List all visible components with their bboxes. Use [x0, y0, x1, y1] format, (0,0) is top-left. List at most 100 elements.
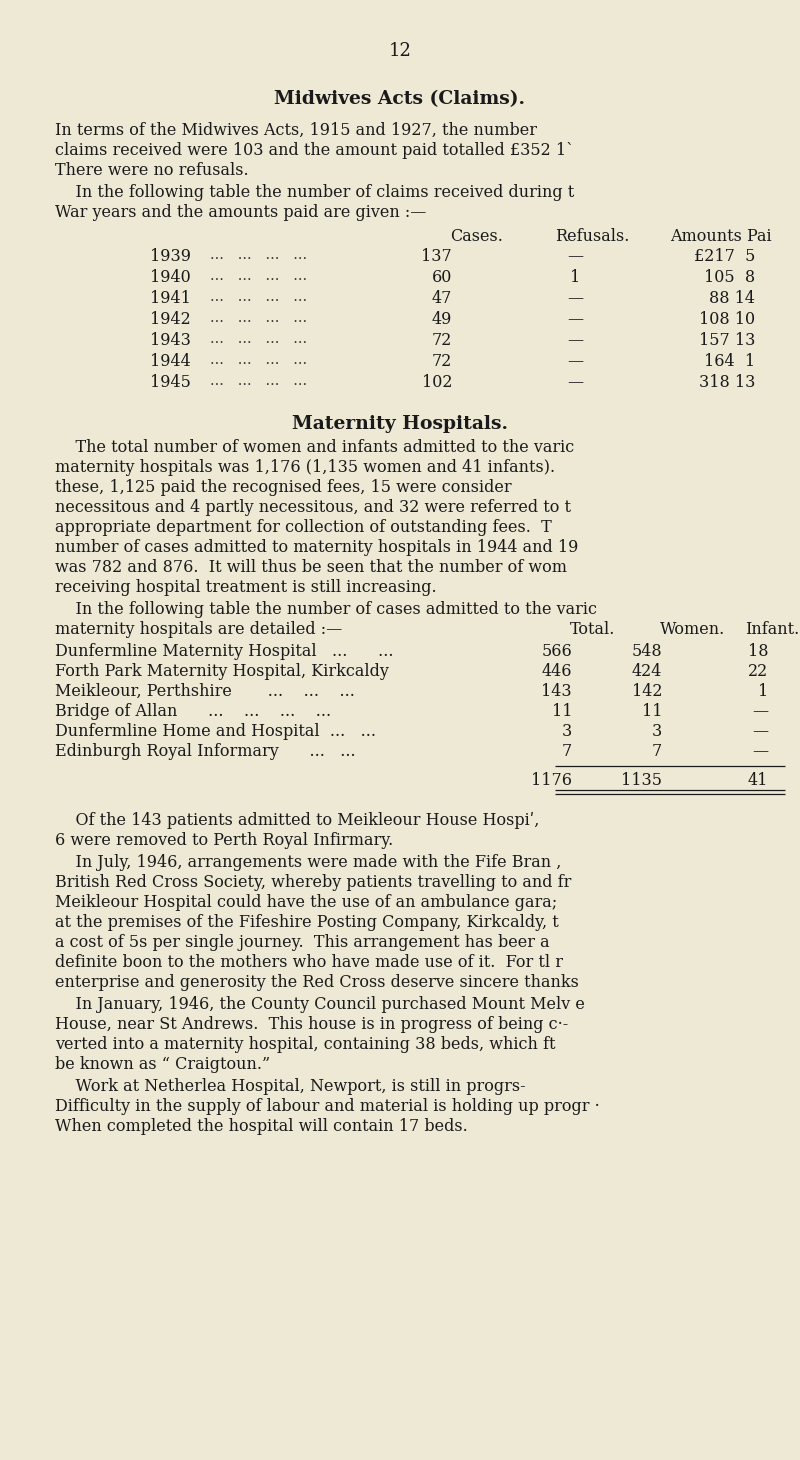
Text: 11: 11 [642, 704, 662, 720]
Text: 1942: 1942 [150, 311, 190, 329]
Text: these, 1,125 paid the recognised fees, 15 were consider: these, 1,125 paid the recognised fees, 1… [55, 479, 512, 496]
Text: When completed the hospital will contain 17 beds.: When completed the hospital will contain… [55, 1118, 468, 1134]
Text: 1: 1 [758, 683, 768, 699]
Text: 18: 18 [747, 642, 768, 660]
Text: 137: 137 [422, 248, 452, 266]
Text: Cases.: Cases. [450, 228, 503, 245]
Text: 6 were removed to Perth Royal Infirmary.: 6 were removed to Perth Royal Infirmary. [55, 832, 394, 850]
Text: ...   ...   ...   ...: ... ... ... ... [210, 374, 307, 388]
Text: 1941: 1941 [150, 291, 191, 307]
Text: 12: 12 [389, 42, 411, 60]
Text: Maternity Hospitals.: Maternity Hospitals. [292, 415, 508, 434]
Text: Dunfermline Maternity Hospital   ...      ...: Dunfermline Maternity Hospital ... ... [55, 642, 394, 660]
Text: ...   ...   ...   ...: ... ... ... ... [210, 353, 307, 366]
Text: Infant.: Infant. [745, 620, 799, 638]
Text: ...   ...   ...   ...: ... ... ... ... [210, 331, 307, 346]
Text: There were no refusals.: There were no refusals. [55, 162, 249, 180]
Text: 143: 143 [542, 683, 572, 699]
Text: 1: 1 [570, 269, 580, 286]
Text: 3: 3 [652, 723, 662, 740]
Text: —: — [567, 353, 583, 369]
Text: In the following table the number of claims received during t: In the following table the number of cla… [55, 184, 574, 201]
Text: 108 10: 108 10 [699, 311, 755, 329]
Text: 318 13: 318 13 [698, 374, 755, 391]
Text: British Red Cross Society, whereby patients travelling to and fr: British Red Cross Society, whereby patie… [55, 875, 571, 891]
Text: The total number of women and infants admitted to the varic: The total number of women and infants ad… [55, 439, 574, 456]
Text: 424: 424 [632, 663, 662, 680]
Text: In the following table the number of cases admitted to the varic: In the following table the number of cas… [55, 602, 597, 618]
Text: 548: 548 [631, 642, 662, 660]
Text: 72: 72 [432, 331, 452, 349]
Text: 1176: 1176 [531, 772, 572, 788]
Text: was 782 and 876.  It will thus be seen that the number of wom: was 782 and 876. It will thus be seen th… [55, 559, 567, 577]
Text: verted into a maternity hospital, containing 38 beds, which ft: verted into a maternity hospital, contai… [55, 1037, 555, 1053]
Text: 1135: 1135 [621, 772, 662, 788]
Text: maternity hospitals was 1,176 (1,135 women and 41 infants).: maternity hospitals was 1,176 (1,135 wom… [55, 458, 555, 476]
Text: 7: 7 [652, 743, 662, 761]
Text: Difficulty in the supply of labour and material is holding up progr ·: Difficulty in the supply of labour and m… [55, 1098, 600, 1115]
Text: 164  1: 164 1 [704, 353, 755, 369]
Text: House, near St Andrews.  This house is in progress of being c·-: House, near St Andrews. This house is in… [55, 1016, 568, 1034]
Text: In July, 1946, arrangements were made with the Fife Bran ,: In July, 1946, arrangements were made wi… [55, 854, 562, 872]
Text: Meikleour, Perthshire       ...    ...    ...: Meikleour, Perthshire ... ... ... [55, 683, 355, 699]
Text: —: — [567, 331, 583, 349]
Text: 22: 22 [748, 663, 768, 680]
Text: Meikleour Hospital could have the use of an ambulance gara;: Meikleour Hospital could have the use of… [55, 894, 558, 911]
Text: 157 13: 157 13 [698, 331, 755, 349]
Text: 47: 47 [432, 291, 452, 307]
Text: 11: 11 [551, 704, 572, 720]
Text: 1940: 1940 [150, 269, 190, 286]
Text: Refusals.: Refusals. [555, 228, 630, 245]
Text: at the premises of the Fifeshire Posting Company, Kirkcaldy, t: at the premises of the Fifeshire Posting… [55, 914, 558, 931]
Text: Of the 143 patients admitted to Meikleour House Hospiʹ,: Of the 143 patients admitted to Meikleou… [55, 812, 539, 829]
Text: —: — [567, 291, 583, 307]
Text: ...   ...   ...   ...: ... ... ... ... [210, 248, 307, 261]
Text: Amounts Pai: Amounts Pai [670, 228, 772, 245]
Text: Midwives Acts (Claims).: Midwives Acts (Claims). [274, 91, 526, 108]
Text: —: — [752, 743, 768, 761]
Text: 1944: 1944 [150, 353, 190, 369]
Text: receiving hospital treatment is still increasing.: receiving hospital treatment is still in… [55, 580, 437, 596]
Text: necessitous and 4 partly necessitous, and 32 were referred to t: necessitous and 4 partly necessitous, an… [55, 499, 571, 515]
Text: enterprise and generosity the Red Cross deserve sincere thanks: enterprise and generosity the Red Cross … [55, 974, 579, 991]
Text: Women.: Women. [660, 620, 726, 638]
Text: Bridge of Allan      ...    ...    ...    ...: Bridge of Allan ... ... ... ... [55, 704, 331, 720]
Text: 1939: 1939 [150, 248, 191, 266]
Text: claims received were 103 and the amount paid totalled £352 1`: claims received were 103 and the amount … [55, 142, 574, 159]
Text: Work at Netherlea Hospital, Newport, is still in progrs-: Work at Netherlea Hospital, Newport, is … [55, 1077, 526, 1095]
Text: ...   ...   ...   ...: ... ... ... ... [210, 291, 307, 304]
Text: 41: 41 [748, 772, 768, 788]
Text: 60: 60 [432, 269, 452, 286]
Text: 102: 102 [422, 374, 452, 391]
Text: ...   ...   ...   ...: ... ... ... ... [210, 311, 307, 326]
Text: 566: 566 [542, 642, 572, 660]
Text: Dunfermline Home and Hospital  ...   ...: Dunfermline Home and Hospital ... ... [55, 723, 376, 740]
Text: War years and the amounts paid are given :—: War years and the amounts paid are given… [55, 204, 426, 220]
Text: —: — [567, 311, 583, 329]
Text: 446: 446 [542, 663, 572, 680]
Text: —: — [752, 723, 768, 740]
Text: 1943: 1943 [150, 331, 191, 349]
Text: In terms of the Midwives Acts, 1915 and 1927, the number: In terms of the Midwives Acts, 1915 and … [55, 123, 537, 139]
Text: 88 14: 88 14 [709, 291, 755, 307]
Text: In January, 1946, the County Council purchased Mount Melv e: In January, 1946, the County Council pur… [55, 996, 585, 1013]
Text: ...   ...   ...   ...: ... ... ... ... [210, 269, 307, 283]
Text: 142: 142 [631, 683, 662, 699]
Text: 49: 49 [432, 311, 452, 329]
Text: a cost of 5s per single journey.  This arrangement has beer a: a cost of 5s per single journey. This ar… [55, 934, 550, 950]
Text: 105  8: 105 8 [704, 269, 755, 286]
Text: 7: 7 [562, 743, 572, 761]
Text: definite boon to the mothers who have made use of it.  For tl r: definite boon to the mothers who have ma… [55, 953, 563, 971]
Text: Total.: Total. [570, 620, 615, 638]
Text: 1945: 1945 [150, 374, 191, 391]
Text: be known as “ Craigtoun.”: be known as “ Craigtoun.” [55, 1056, 270, 1073]
Text: 3: 3 [562, 723, 572, 740]
Text: £217  5: £217 5 [694, 248, 755, 266]
Text: —: — [567, 248, 583, 266]
Text: Edinburgh Royal Informary      ...   ...: Edinburgh Royal Informary ... ... [55, 743, 356, 761]
Text: 72: 72 [432, 353, 452, 369]
Text: —: — [752, 704, 768, 720]
Text: —: — [567, 374, 583, 391]
Text: number of cases admitted to maternity hospitals in 1944 and 19: number of cases admitted to maternity ho… [55, 539, 578, 556]
Text: maternity hospitals are detailed :—: maternity hospitals are detailed :— [55, 620, 342, 638]
